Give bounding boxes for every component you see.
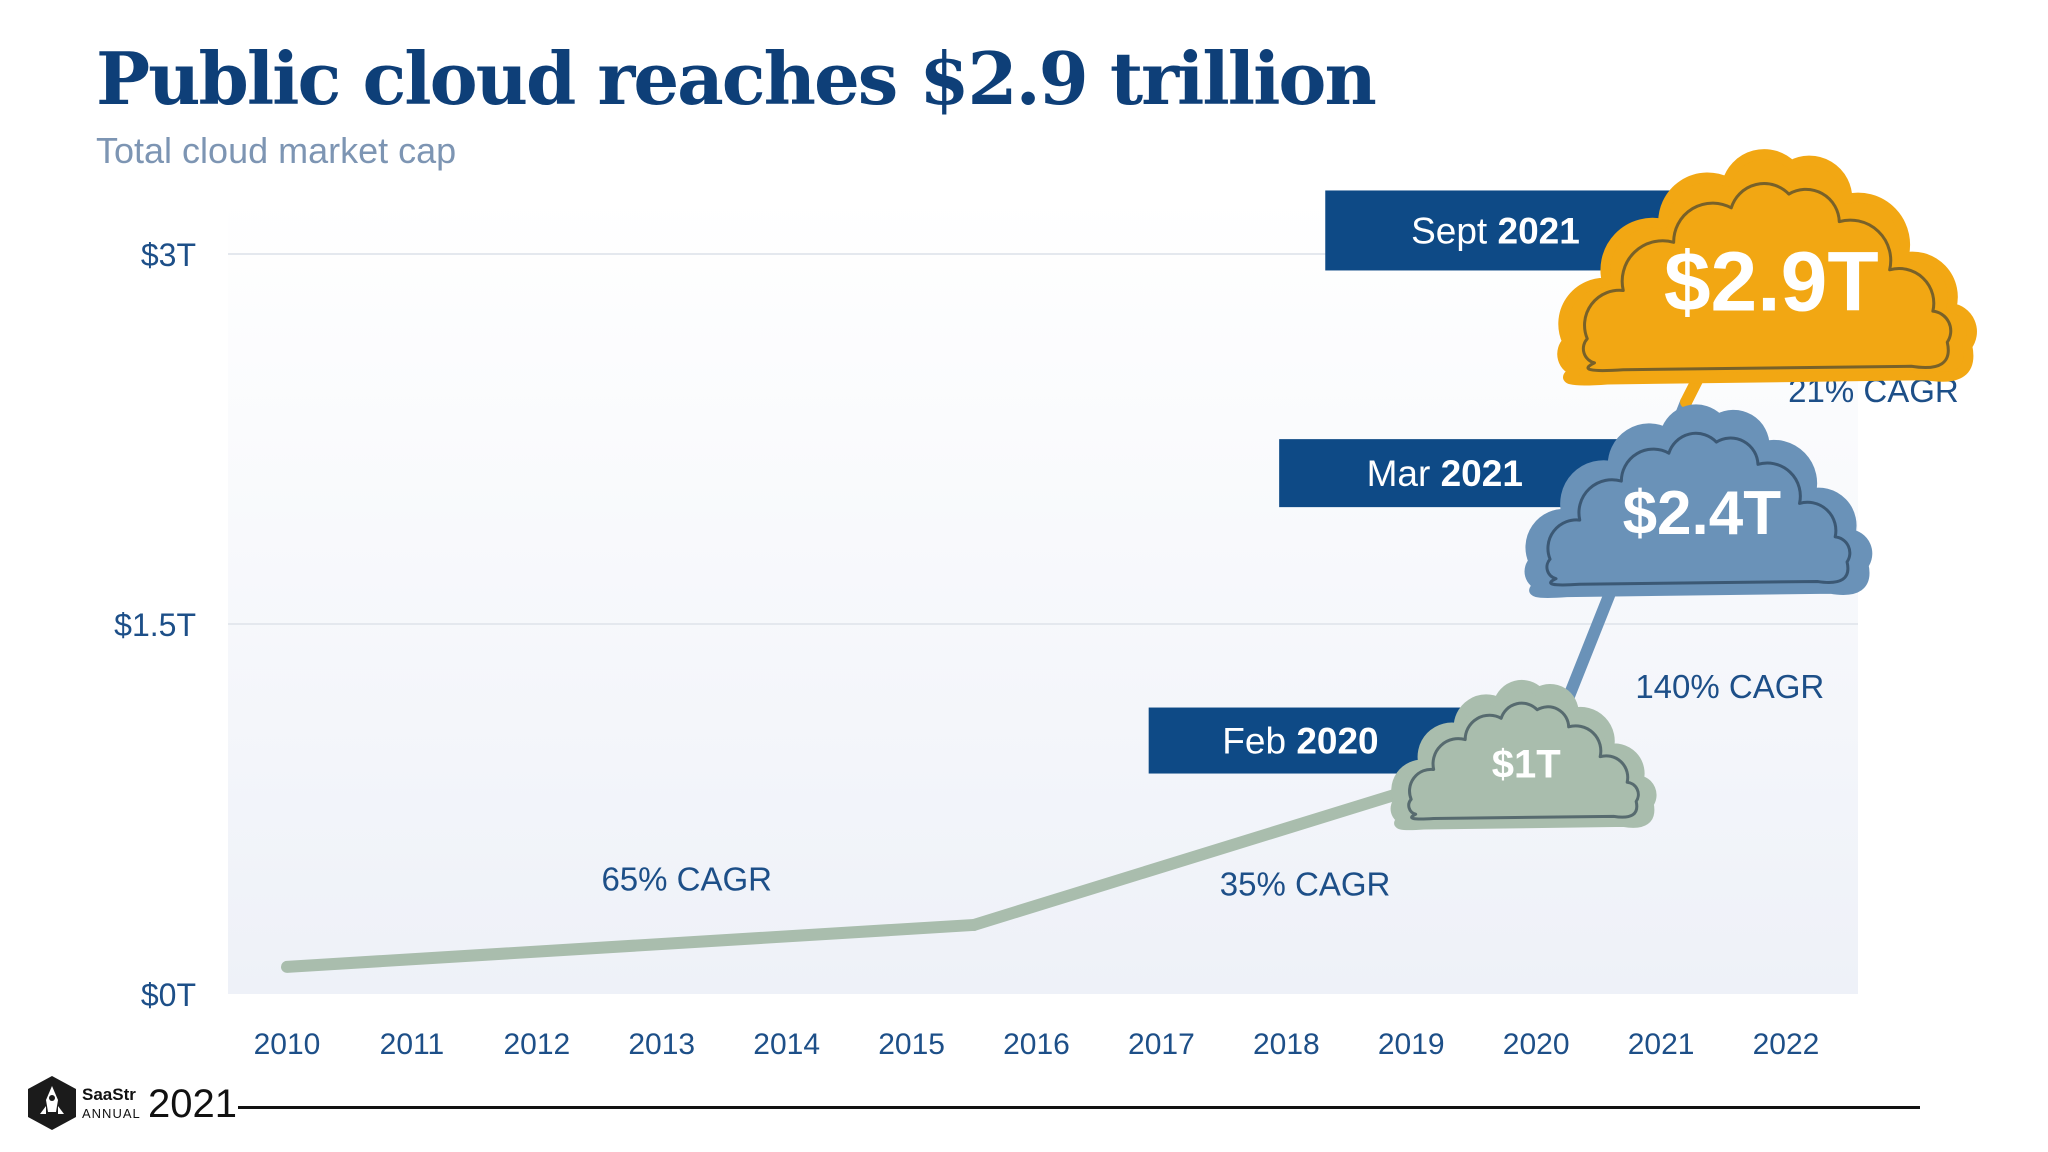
cloud-icon [1390,679,1657,831]
footer-divider [238,1106,1920,1109]
footer-brand: SaaStr [82,1085,136,1104]
chart-title: Public cloud reaches $2.9 trillion [96,36,1377,121]
footer-edition: ANNUAL [82,1106,141,1121]
x-tick-label: 2010 [254,1028,321,1061]
milestone-value: $1T [1492,742,1561,786]
y-tick-label: $1.5T [114,607,196,643]
milestone-value: $2.4T [1623,479,1782,548]
x-tick-label: 2022 [1753,1028,1820,1061]
x-tick-label: 2018 [1253,1028,1320,1061]
x-tick-label: 2015 [878,1028,945,1061]
milestone-month: Mar [1367,453,1441,494]
milestone-date: Feb 2020 [1222,721,1378,762]
cloud-outline [1407,701,1640,821]
x-tick-label: 2013 [628,1028,695,1061]
milestone-year: 2021 [1441,453,1523,494]
milestone-year: 2021 [1498,210,1580,251]
cagr-annotation: 65% CAGR [601,860,772,897]
cloud-outline [1545,431,1852,587]
milestone-date: Mar 2021 [1367,453,1523,494]
y-tick-label: $0T [141,977,196,1013]
milestone-date: Sept 2021 [1411,210,1580,251]
x-tick-label: 2020 [1503,1028,1570,1061]
x-tick-label: 2011 [380,1028,445,1061]
milestone-2: Sept 2021 $2.9T [1325,149,1977,386]
milestone-1: Mar 2021 $2.4T [1279,404,1873,598]
cloud-icon [1557,149,1977,386]
x-tick-label: 2017 [1128,1028,1195,1061]
footer-year: 2021 [148,1082,237,1126]
milestone-0: Feb 2020 $1T [1148,679,1657,831]
y-tick-label: $3T [141,237,196,273]
cloud-outline [1581,182,1953,373]
saastr-logo-icon [28,1076,76,1130]
cloud-icon [1524,404,1873,598]
milestone-value: $2.9T [1664,235,1879,329]
milestone-year: 2020 [1296,721,1378,762]
series-line [281,918,981,973]
milestone-month: Feb [1222,721,1296,762]
x-tick-label: 2019 [1378,1028,1445,1061]
chart-subtitle: Total cloud market cap [96,130,457,171]
x-tick-label: 2012 [503,1028,570,1061]
milestone-month: Sept [1411,210,1497,251]
cagr-annotation: 35% CAGR [1220,865,1391,902]
cagr-annotation: 140% CAGR [1635,668,1824,705]
x-tick-label: 2016 [1003,1028,1070,1061]
x-tick-label: 2021 [1628,1028,1695,1061]
x-tick-label: 2014 [753,1028,820,1061]
